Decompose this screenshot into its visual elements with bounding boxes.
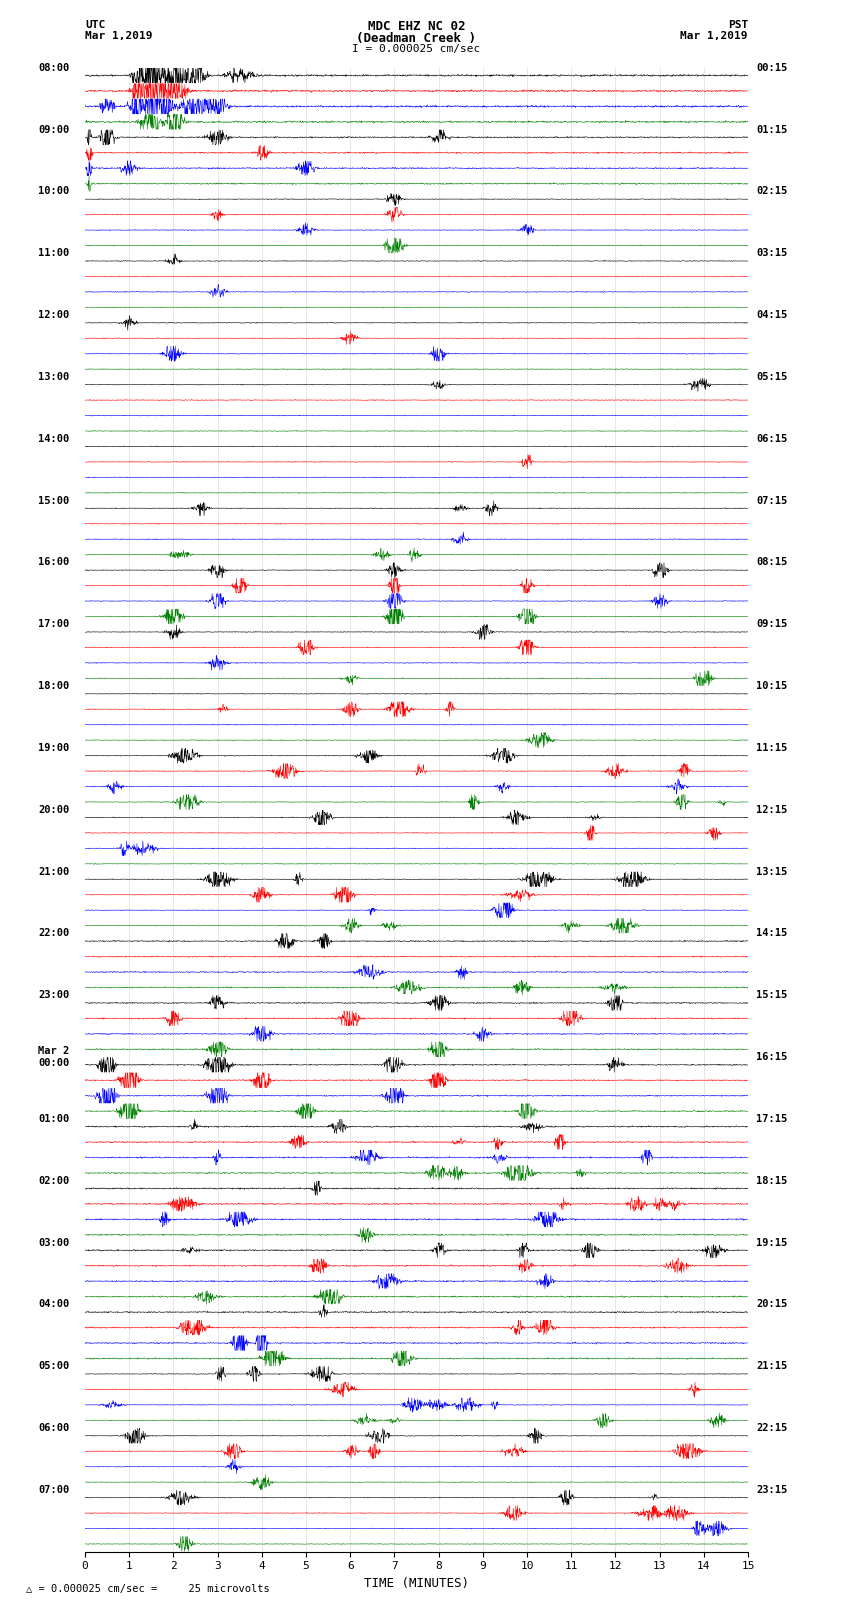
Text: 09:15: 09:15: [756, 619, 787, 629]
Text: 21:15: 21:15: [756, 1361, 787, 1371]
Text: 20:00: 20:00: [38, 805, 70, 815]
Text: 11:00: 11:00: [38, 248, 70, 258]
Text: 12:15: 12:15: [756, 805, 787, 815]
Text: 13:15: 13:15: [756, 866, 787, 876]
Text: 23:15: 23:15: [756, 1486, 787, 1495]
Text: 11:15: 11:15: [756, 744, 787, 753]
Text: 08:15: 08:15: [756, 558, 787, 568]
Text: 16:15: 16:15: [756, 1052, 787, 1061]
Text: 19:15: 19:15: [756, 1237, 787, 1247]
Text: 12:00: 12:00: [38, 310, 70, 319]
Text: 03:00: 03:00: [38, 1237, 70, 1247]
Text: 14:15: 14:15: [756, 929, 787, 939]
Text: 15:15: 15:15: [756, 990, 787, 1000]
Text: 18:00: 18:00: [38, 681, 70, 690]
Text: 01:00: 01:00: [38, 1115, 70, 1124]
Text: 22:00: 22:00: [38, 929, 70, 939]
Text: 23:00: 23:00: [38, 990, 70, 1000]
Text: 02:00: 02:00: [38, 1176, 70, 1186]
Text: 00:15: 00:15: [756, 63, 787, 73]
Text: 06:00: 06:00: [38, 1423, 70, 1432]
Text: 18:15: 18:15: [756, 1176, 787, 1186]
Text: 15:00: 15:00: [38, 495, 70, 505]
Text: 03:15: 03:15: [756, 248, 787, 258]
Text: 17:15: 17:15: [756, 1115, 787, 1124]
Text: 04:15: 04:15: [756, 310, 787, 319]
X-axis label: TIME (MINUTES): TIME (MINUTES): [364, 1578, 469, 1590]
Text: 14:00: 14:00: [38, 434, 70, 444]
Text: 21:00: 21:00: [38, 866, 70, 876]
Text: Mar 1,2019: Mar 1,2019: [85, 31, 152, 40]
Text: 09:00: 09:00: [38, 124, 70, 134]
Text: Mar 2
00:00: Mar 2 00:00: [38, 1047, 70, 1068]
Text: 20:15: 20:15: [756, 1300, 787, 1310]
Text: 10:00: 10:00: [38, 187, 70, 197]
Text: PST: PST: [728, 19, 748, 31]
Text: 10:15: 10:15: [756, 681, 787, 690]
Text: 01:15: 01:15: [756, 124, 787, 134]
Text: I = 0.000025 cm/sec: I = 0.000025 cm/sec: [353, 44, 480, 55]
Text: 07:00: 07:00: [38, 1486, 70, 1495]
Text: △ = 0.000025 cm/sec =     25 microvolts: △ = 0.000025 cm/sec = 25 microvolts: [26, 1584, 269, 1594]
Text: 16:00: 16:00: [38, 558, 70, 568]
Text: 22:15: 22:15: [756, 1423, 787, 1432]
Text: UTC: UTC: [85, 19, 105, 31]
Text: 13:00: 13:00: [38, 373, 70, 382]
Text: 19:00: 19:00: [38, 744, 70, 753]
Text: 04:00: 04:00: [38, 1300, 70, 1310]
Text: (Deadman Creek ): (Deadman Creek ): [356, 32, 477, 45]
Text: 06:15: 06:15: [756, 434, 787, 444]
Text: Mar 1,2019: Mar 1,2019: [681, 31, 748, 40]
Text: 05:00: 05:00: [38, 1361, 70, 1371]
Text: 05:15: 05:15: [756, 373, 787, 382]
Text: 02:15: 02:15: [756, 187, 787, 197]
Text: 07:15: 07:15: [756, 495, 787, 505]
Text: 17:00: 17:00: [38, 619, 70, 629]
Text: 08:00: 08:00: [38, 63, 70, 73]
Text: MDC EHZ NC 02: MDC EHZ NC 02: [368, 19, 465, 34]
